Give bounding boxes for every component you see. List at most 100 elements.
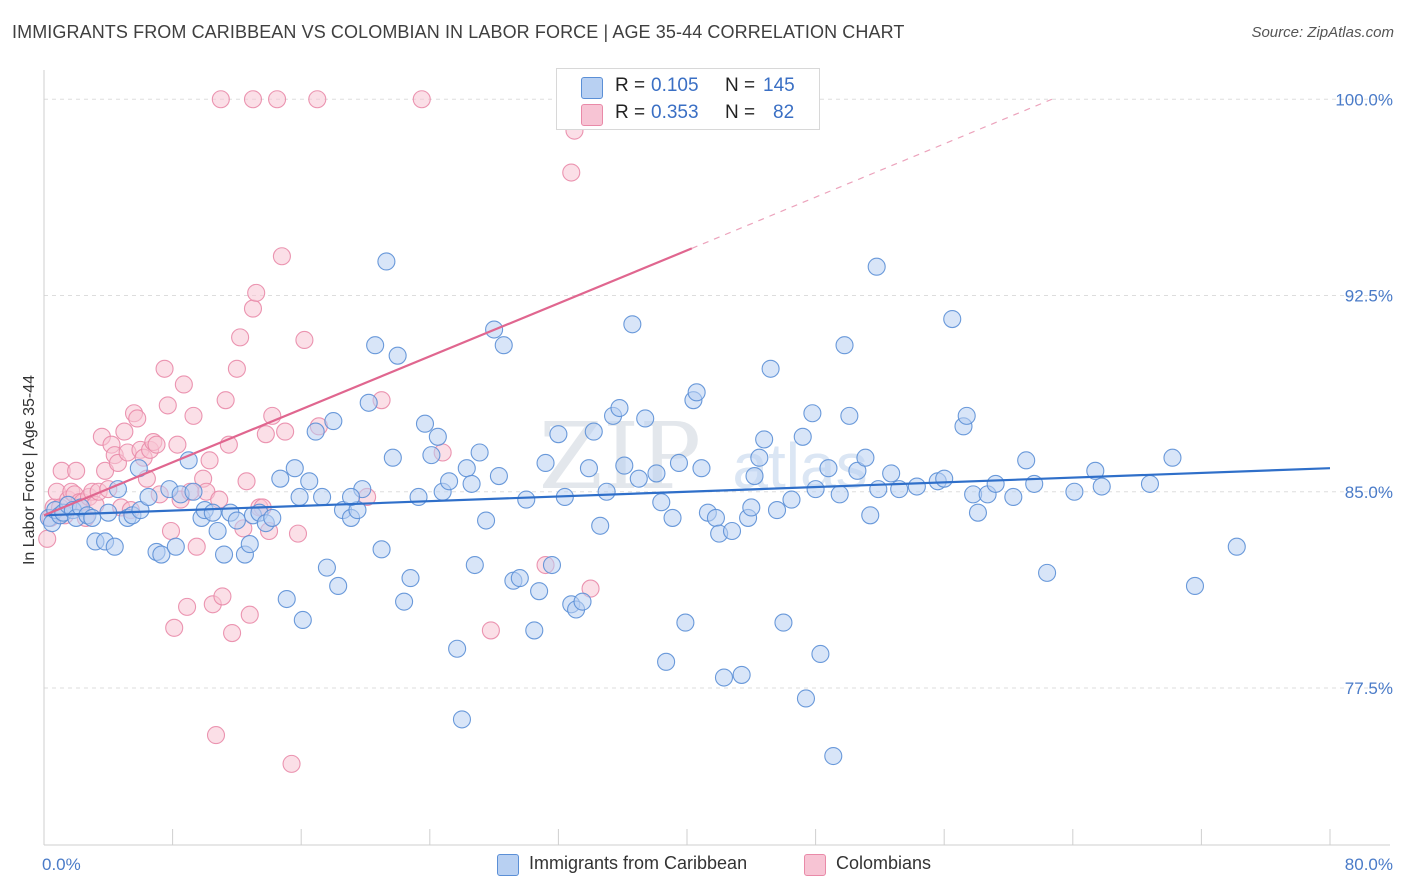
caribbean-point xyxy=(166,537,185,556)
caribbean-point xyxy=(755,430,774,449)
legend-swatch-blue xyxy=(497,854,519,876)
caribbean-point xyxy=(840,406,859,425)
colombians-point xyxy=(243,299,263,318)
colombians-point xyxy=(295,330,314,350)
caribbean-point xyxy=(457,459,476,478)
colombians-trend-line xyxy=(43,247,693,517)
colombians-point xyxy=(155,359,174,378)
caribbean-point xyxy=(647,464,666,483)
trend-lines xyxy=(43,98,1331,517)
legend-label-colombians: Colombians xyxy=(836,853,932,873)
caribbean-point xyxy=(536,453,555,473)
legend-n-value: 145 xyxy=(763,75,795,96)
tick-labels: 100.0% 92.5% 85.0% 77.5% 0.0% 80.0% xyxy=(42,90,1393,874)
colombians-point xyxy=(128,409,147,428)
caribbean-point xyxy=(324,412,343,431)
caribbean-point xyxy=(131,501,150,520)
colombians-point xyxy=(412,90,431,109)
y-tick-label: 85.0% xyxy=(1345,483,1393,502)
colombians-point xyxy=(268,90,287,109)
colombians-point xyxy=(174,375,193,394)
colombians-point xyxy=(272,247,291,266)
caribbean-point xyxy=(676,613,695,632)
caribbean-point xyxy=(415,414,435,433)
caribbean-point xyxy=(422,446,441,465)
caribbean-trend-line xyxy=(43,467,1331,517)
caribbean-point xyxy=(388,346,407,365)
colombians-point xyxy=(231,328,250,347)
axes xyxy=(43,70,1390,846)
colombians-point xyxy=(147,435,166,454)
caribbean-point xyxy=(401,569,420,588)
legend-r-value: 0.353 xyxy=(651,102,699,123)
caribbean-point xyxy=(317,558,336,577)
caribbean-point xyxy=(1086,461,1105,480)
caribbean-point xyxy=(377,252,396,271)
y-tick-label: 77.5% xyxy=(1345,679,1393,698)
caribbean-point xyxy=(341,487,361,507)
colombians-point xyxy=(256,425,275,444)
caribbean-point xyxy=(830,485,849,504)
colombians-point xyxy=(161,521,181,541)
legend-n-label: N = xyxy=(725,75,756,96)
colombians-trend-extension xyxy=(691,98,1053,249)
colombians-point xyxy=(243,90,263,109)
caribbean-point xyxy=(462,474,481,493)
colombians-point xyxy=(165,618,184,637)
colombians-point xyxy=(481,621,500,640)
legend-r-label: R = xyxy=(615,75,646,96)
colombians-point xyxy=(282,754,301,773)
caribbean-point xyxy=(1227,537,1246,556)
caribbean-point xyxy=(761,359,780,378)
caribbean-point xyxy=(494,336,513,355)
caribbean-point xyxy=(803,404,822,423)
caribbean-point xyxy=(395,592,414,611)
colombians-point xyxy=(240,605,259,624)
caribbean-point xyxy=(290,487,309,507)
colombians-point xyxy=(211,90,230,109)
chart-title: IMMIGRANTS FROM CARIBBEAN VS COLOMBIAN I… xyxy=(12,22,905,42)
caribbean-point xyxy=(105,537,124,556)
colombians-point xyxy=(206,726,226,745)
caribbean-point xyxy=(240,535,259,554)
caribbean-point xyxy=(313,487,332,507)
caribbean-point xyxy=(184,482,203,501)
caribbean-point xyxy=(329,576,348,596)
caribbean-point xyxy=(579,459,598,478)
y-tick-label: 100.0% xyxy=(1335,90,1393,109)
caribbean-point xyxy=(610,398,629,418)
colombians-point xyxy=(223,623,242,643)
caribbean-point xyxy=(657,652,676,671)
colombians-point xyxy=(187,537,206,556)
caribbean-point xyxy=(285,459,304,478)
colombians-point xyxy=(184,406,203,425)
caribbean-point xyxy=(615,456,634,475)
caribbean-point xyxy=(943,309,962,329)
x-tick-label: 80.0% xyxy=(1345,855,1393,874)
caribbean-point xyxy=(517,490,536,509)
caribbean-point xyxy=(623,315,642,334)
colombians-point xyxy=(308,90,327,109)
caribbean-point xyxy=(525,621,544,640)
caribbean-point xyxy=(811,644,830,664)
caribbean-point xyxy=(359,393,378,412)
caribbean-point xyxy=(510,569,529,588)
colombians-point xyxy=(237,472,256,491)
caribbean-point xyxy=(293,610,312,630)
caribbean-point xyxy=(774,613,793,632)
caribbean-point xyxy=(750,448,769,467)
caribbean-point xyxy=(722,521,742,541)
caribbean-point xyxy=(714,668,734,687)
caribbean-point xyxy=(1065,482,1084,501)
caribbean-point xyxy=(692,459,711,478)
caribbean-point xyxy=(687,383,706,402)
caribbean-point xyxy=(745,466,764,486)
colombians-point xyxy=(216,391,235,410)
caribbean-point xyxy=(663,508,682,527)
caribbean-point xyxy=(652,493,671,512)
caribbean-point xyxy=(366,336,385,355)
caribbean-point xyxy=(669,453,689,473)
legend-n-value: 82 xyxy=(773,102,795,123)
caribbean-point xyxy=(591,516,610,535)
